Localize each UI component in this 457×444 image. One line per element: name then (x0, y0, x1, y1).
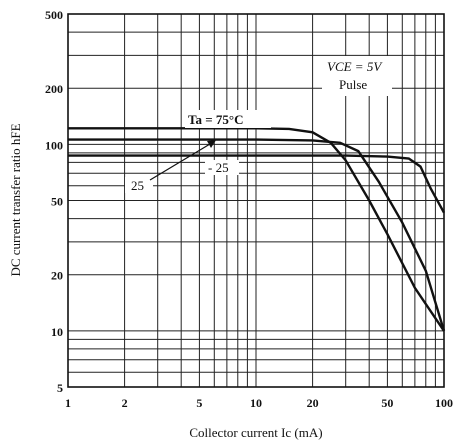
x-axis-label: Collector current Ic (mA) (189, 425, 322, 440)
x-tick-labels: 1 2 5 10 20 50 100 (65, 396, 453, 410)
y-tick-label: 100 (45, 138, 63, 152)
y-tick-label: 5 (57, 381, 63, 395)
temp-75-label: Ta = 75°C (188, 112, 243, 127)
y-tick-label: 50 (51, 195, 63, 209)
x-tick-label: 20 (307, 396, 319, 410)
x-tick-label: 100 (435, 396, 453, 410)
curves (68, 127, 446, 332)
y-tick-label: 500 (45, 8, 63, 22)
curve-series-1 (68, 138, 446, 332)
plot-frame (67, 13, 445, 388)
curve-series-2 (68, 154, 446, 214)
label-minus25: - 25 (208, 160, 229, 175)
temp-label-box (185, 110, 271, 128)
x-tick-label: 1 (65, 396, 71, 410)
y-tick-label: 20 (51, 269, 63, 283)
x-tick-label: 2 (122, 396, 128, 410)
pointer-25-arrowhead (207, 140, 216, 148)
y-tick-label: 10 (51, 325, 63, 339)
label-minus25-box (205, 160, 239, 175)
conditions-vce: VCE = 5V (327, 59, 383, 74)
conditions-pulse: Pulse (339, 77, 367, 92)
y-tick-labels: 5 10 20 50 100 200 500 (45, 8, 63, 395)
x-tick-label: 5 (196, 396, 202, 410)
pointer-25-line (149, 140, 216, 181)
x-tick-label: 50 (381, 396, 393, 410)
label-25: 25 (131, 178, 144, 193)
y-tick-label: 200 (45, 82, 63, 96)
x-tick-label: 10 (250, 396, 262, 410)
label-25-box (125, 177, 153, 193)
conditions-box (322, 56, 392, 96)
y-axis-label: DC current transfer ratio hFE (8, 123, 23, 276)
